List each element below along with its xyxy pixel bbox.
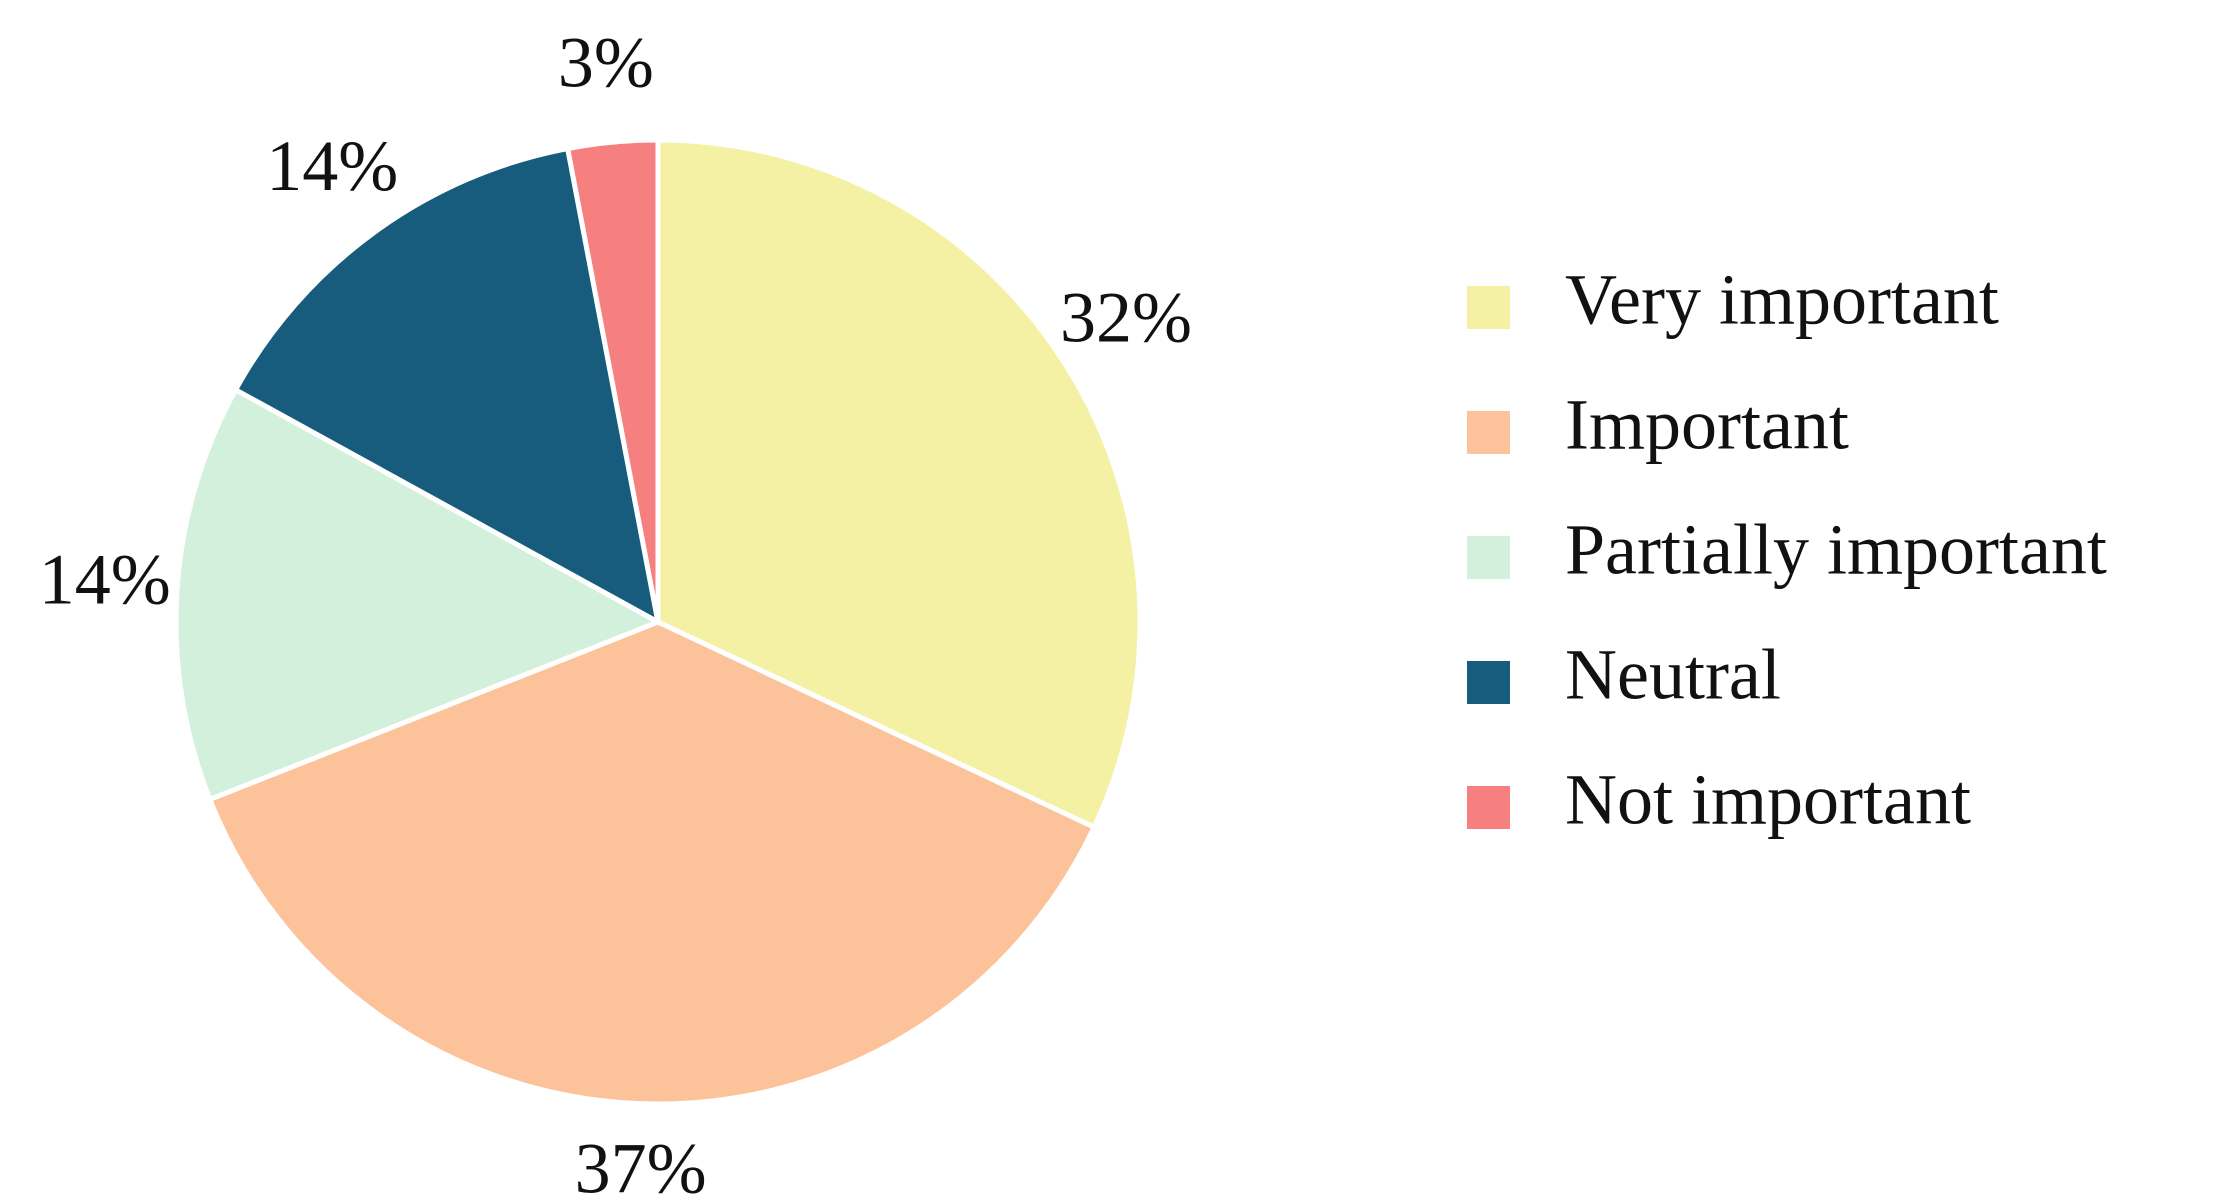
pie-slice — [564, 137, 661, 623]
legend-swatch — [1467, 661, 1510, 704]
legend-label: Neutral — [1565, 635, 1781, 715]
value-label: 32% — [1060, 278, 1192, 358]
pie-slice — [173, 386, 664, 803]
legend-label: Important — [1565, 385, 1849, 465]
legend-swatch — [1467, 411, 1510, 454]
value-label: 3% — [558, 23, 654, 103]
legend-label: Not important — [1565, 760, 1971, 840]
pie-slice — [232, 145, 662, 627]
legend-swatch — [1467, 786, 1510, 829]
value-label: 14% — [39, 540, 171, 620]
pie-slice — [655, 137, 1143, 831]
legend-swatch — [1467, 536, 1510, 579]
pie-slice — [206, 619, 1098, 1107]
value-label: 14% — [266, 126, 398, 206]
legend-swatch — [1467, 286, 1510, 329]
legend-label: Partially important — [1565, 510, 2107, 590]
legend-label: Very important — [1565, 260, 1999, 340]
value-label: 37% — [575, 1129, 707, 1204]
